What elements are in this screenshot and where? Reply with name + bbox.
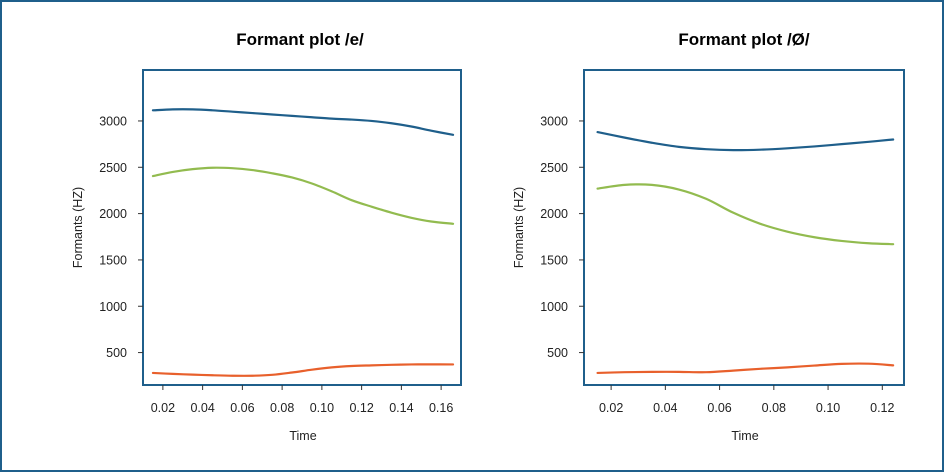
x-tick-label: 0.08: [270, 401, 294, 415]
x-tick-label: 0.02: [151, 401, 175, 415]
x-tick-label: 0.12: [870, 401, 894, 415]
x-tick-label: 0.10: [310, 401, 334, 415]
plot-frame: [583, 69, 905, 386]
x-tick-label: 0.06: [707, 401, 731, 415]
y-tick-label: 1000: [99, 300, 127, 314]
y-tick-label: 2000: [99, 207, 127, 221]
y-tick-label: 2500: [540, 161, 568, 175]
formant-line-2: [151, 166, 455, 225]
y-tick-label: 500: [547, 346, 568, 360]
x-tick-label: 0.12: [349, 401, 373, 415]
plot-frame: [142, 69, 462, 386]
formant-line-1: [596, 130, 895, 152]
x-tick-label: 0.06: [230, 401, 254, 415]
y-axis-label: Formants (HZ): [71, 187, 85, 268]
x-tick-label: 0.10: [816, 401, 840, 415]
y-tick-label: 3000: [99, 114, 127, 128]
x-tick-label: 0.16: [429, 401, 453, 415]
y-tick-label: 1500: [540, 253, 568, 267]
chart-title: Formant plot /e/: [236, 30, 364, 49]
chart-title: Formant plot /Ø/: [678, 30, 810, 49]
formant-line-3: [151, 363, 455, 377]
x-axis-label: Time: [731, 429, 758, 443]
x-tick-label: 0.08: [762, 401, 786, 415]
formant-line-2: [596, 183, 895, 246]
y-tick-label: 500: [106, 346, 127, 360]
x-tick-label: 0.04: [190, 401, 214, 415]
y-tick-label: 2500: [99, 161, 127, 175]
y-tick-label: 2000: [540, 207, 568, 221]
formant-line-1: [151, 108, 455, 136]
y-tick-label: 1500: [99, 253, 127, 267]
x-axis-label: Time: [289, 429, 316, 443]
x-tick-label: 0.02: [599, 401, 623, 415]
x-tick-label: 0.04: [653, 401, 677, 415]
y-axis-label: Formants (HZ): [512, 187, 526, 268]
x-tick-label: 0.14: [389, 401, 413, 415]
formant-line-3: [596, 362, 895, 375]
y-tick-label: 3000: [540, 114, 568, 128]
y-tick-label: 1000: [540, 300, 568, 314]
